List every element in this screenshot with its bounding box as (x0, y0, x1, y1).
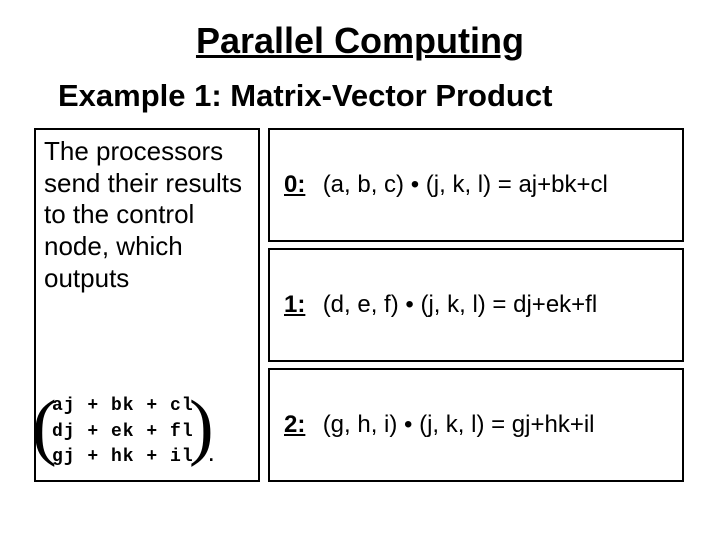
matrix-row: gj + hk + il (52, 445, 194, 470)
matrix-row: dj + ek + fl (52, 420, 194, 445)
processor-expression: (d, e, f) • (j, k, l) = dj+ek+fl (323, 291, 598, 318)
slide-subtitle: Example 1: Matrix-Vector Product (58, 78, 690, 114)
paren-left-icon: ( (32, 390, 57, 464)
output-vector: ( aj + bk + cl dj + ek + fl gj + hk + il… (44, 392, 202, 472)
processors-column: 0: (a, b, c) • (j, k, l) = aj+bk+cl 1: (… (268, 128, 684, 482)
matrix-row: aj + bk + cl (52, 394, 194, 419)
processor-cell: 2: (g, h, i) • (j, k, l) = gj+hk+il (268, 368, 684, 482)
output-vector-wrap: ( aj + bk + cl dj + ek + fl gj + hk + il… (44, 392, 250, 472)
processor-expression: (a, b, c) • (j, k, l) = aj+bk+cl (323, 171, 608, 198)
slide-title: Parallel Computing (30, 20, 690, 62)
paren-right-icon: ) (189, 390, 214, 464)
processor-cell: 1: (d, e, f) • (j, k, l) = dj+ek+fl (268, 248, 684, 362)
description-panel: The processors send their results to the… (34, 128, 260, 482)
processor-expression: (g, h, i) • (j, k, l) = gj+hk+il (323, 411, 595, 438)
description-text: The processors send their results to the… (44, 136, 250, 295)
processor-index: 0: (284, 171, 305, 198)
slide: Parallel Computing Example 1: Matrix-Vec… (0, 0, 720, 540)
processor-index: 1: (284, 291, 305, 318)
processor-cell: 0: (a, b, c) • (j, k, l) = aj+bk+cl (268, 128, 684, 242)
processor-index: 2: (284, 411, 305, 438)
content-row: The processors send their results to the… (34, 128, 688, 482)
